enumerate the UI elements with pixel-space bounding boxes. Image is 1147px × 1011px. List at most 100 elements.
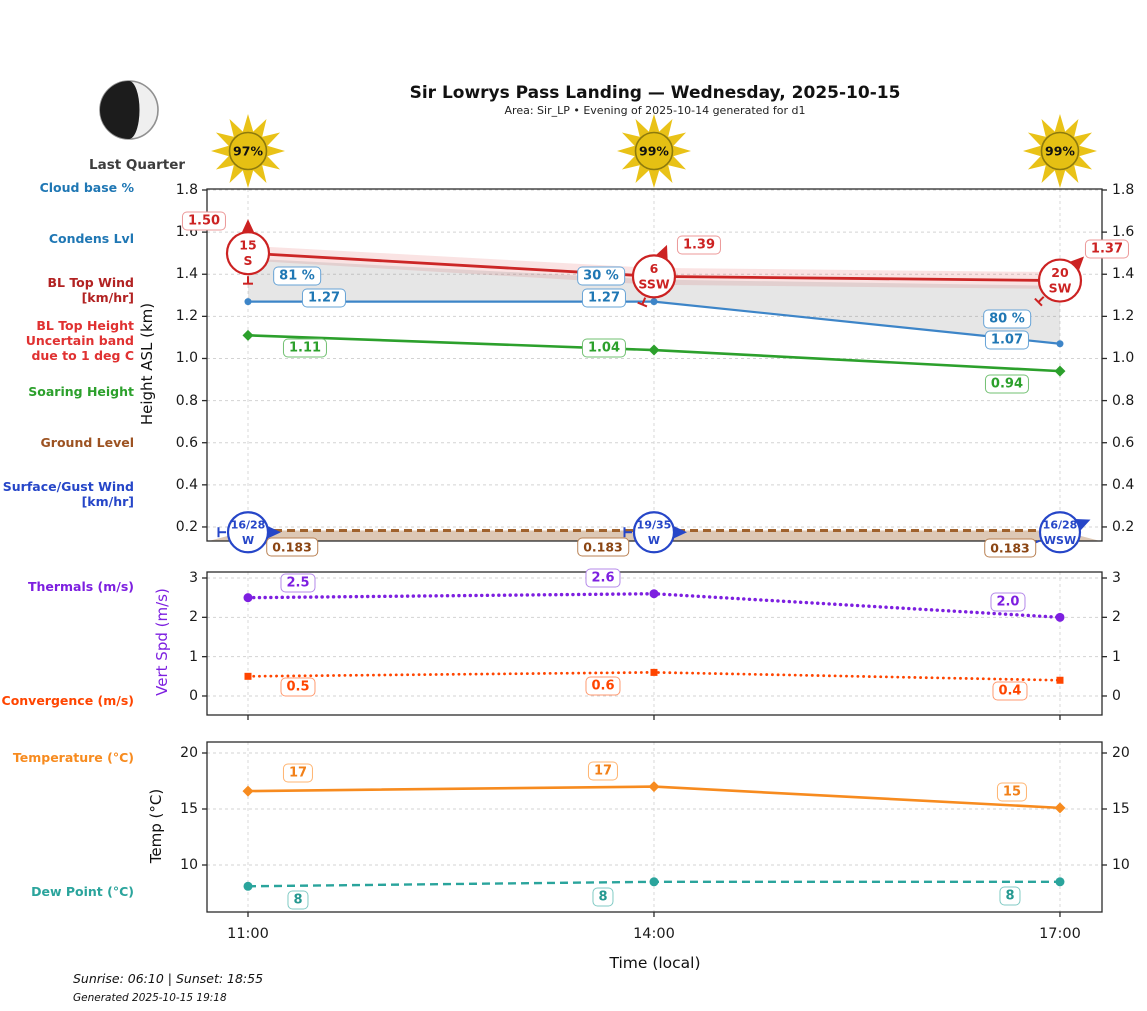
value-badge: 1.04 bbox=[581, 338, 627, 358]
value-badge: 1.11 bbox=[282, 338, 328, 358]
row-label-cloud-base-: Cloud base % bbox=[0, 180, 134, 195]
y-tick-label: 0.6 bbox=[1112, 434, 1135, 451]
y-tick-label: 0 bbox=[1112, 687, 1121, 704]
generated-text: Generated 2025-10-15 19:18 bbox=[73, 992, 227, 1004]
value-badge: 1.50 bbox=[181, 211, 227, 231]
value-badge: 0.5 bbox=[280, 677, 316, 697]
row-label-line: Uncertain band bbox=[25, 333, 134, 348]
value-badge: 17 bbox=[587, 761, 619, 781]
svg-text:16/28: 16/28 bbox=[231, 519, 266, 532]
row-label-ground-level: Ground Level bbox=[0, 435, 134, 450]
row-label-surface-gust-wind: Surface/Gust Wind [km/hr] bbox=[0, 479, 134, 509]
value-badge: 8 bbox=[287, 890, 309, 910]
value-badge: 1.27 bbox=[581, 288, 627, 308]
surface-wind-marker: 19/35 W bbox=[623, 511, 687, 554]
row-label-line: Surface/Gust Wind bbox=[2, 479, 134, 494]
y-tick-label: 0.2 bbox=[1112, 518, 1135, 535]
value-badge: 2.6 bbox=[585, 568, 621, 588]
svg-text:S: S bbox=[243, 253, 252, 268]
value-badge: 0.94 bbox=[984, 374, 1030, 394]
x-axis-title: Time (local) bbox=[609, 954, 701, 972]
y-tick-label: 10 bbox=[180, 857, 198, 873]
y-tick-label: 1.2 bbox=[175, 308, 198, 325]
row-label-line: Soaring Height bbox=[28, 384, 134, 399]
row-label-line: [km/hr] bbox=[81, 494, 134, 509]
value-badge: 0.6 bbox=[585, 676, 621, 696]
svg-text:19/35: 19/35 bbox=[637, 519, 672, 532]
row-label-soaring-height: Soaring Height bbox=[0, 384, 134, 399]
y-tick-label: 10 bbox=[1112, 857, 1130, 873]
series-convergence bbox=[244, 668, 1064, 684]
y-tick-label: 1 bbox=[189, 648, 198, 665]
y-tick-label: 0.8 bbox=[1112, 392, 1135, 409]
value-badge: 1.07 bbox=[984, 330, 1030, 350]
value-badge: 0.183 bbox=[266, 537, 318, 557]
row-label-line: Cloud base % bbox=[39, 180, 134, 195]
y-tick-label: 1.4 bbox=[1112, 266, 1135, 283]
sun-icon: 99% bbox=[1022, 114, 1097, 188]
series-thermals bbox=[243, 589, 1065, 622]
axes-temp bbox=[202, 741, 1107, 917]
moon-phase-label: Last Quarter bbox=[88, 157, 186, 173]
svg-text:20: 20 bbox=[1051, 265, 1069, 280]
row-label-line: Ground Level bbox=[40, 435, 134, 450]
value-badge: 8 bbox=[999, 886, 1021, 906]
row-label-line: Temperature (°C) bbox=[12, 750, 134, 765]
row-label-bl-top-height: BL Top Height Uncertain band due to 1 deg … bbox=[0, 318, 134, 363]
y-tick-label: 0.8 bbox=[175, 392, 198, 409]
y-tick-label: 1.0 bbox=[1112, 350, 1135, 367]
svg-text:97%: 97% bbox=[233, 144, 263, 159]
svg-text:99%: 99% bbox=[639, 144, 669, 159]
y-tick-label: 0 bbox=[189, 687, 198, 704]
svg-text:W: W bbox=[242, 534, 254, 547]
row-label-line: due to 1 deg C bbox=[31, 348, 134, 363]
grid-height bbox=[207, 189, 1102, 541]
value-badge: 2.5 bbox=[280, 573, 316, 593]
y-tick-label: 15 bbox=[180, 801, 198, 817]
y-axis-title-height: Height ASL (km) bbox=[138, 302, 156, 426]
svg-text:W: W bbox=[648, 534, 660, 547]
grid-temp bbox=[207, 742, 1102, 912]
value-badge: 81 % bbox=[273, 266, 321, 286]
value-badge: 17 bbox=[282, 763, 314, 783]
sunrise-sunset-text: Sunrise: 06:10 | Sunset: 18:55 bbox=[73, 971, 264, 986]
x-tick-label: 11:00 bbox=[227, 926, 269, 942]
row-label-line: Condens Lvl bbox=[48, 231, 134, 246]
value-badge: 30 % bbox=[577, 266, 625, 286]
y-tick-label: 1.4 bbox=[175, 266, 198, 283]
y-axis-title-temp: Temp (°C) bbox=[147, 788, 165, 864]
svg-text:WSW: WSW bbox=[1044, 534, 1076, 547]
series-dew-point bbox=[243, 877, 1065, 891]
surface-wind-marker: 16/28 WSW bbox=[1029, 511, 1091, 554]
page-title: Sir Lowrys Pass Landing — Wednesday, 202… bbox=[409, 83, 901, 103]
sun-icon: 97% bbox=[211, 114, 285, 188]
series-soaring-height bbox=[242, 329, 1066, 377]
value-badge: 1.37 bbox=[1084, 239, 1130, 259]
bl-wind-marker: 15S bbox=[225, 219, 271, 285]
grid-vertspd bbox=[207, 572, 1102, 715]
row-label-line: BL Top Height bbox=[36, 318, 134, 333]
row-label-temperature-c-: Temperature (°C) bbox=[0, 750, 134, 765]
y-tick-label: 1.8 bbox=[175, 182, 198, 198]
y-tick-label: 20 bbox=[1112, 745, 1130, 761]
surface-wind-marker: 16/28 W bbox=[217, 511, 281, 554]
y-tick-label: 15 bbox=[1112, 801, 1130, 817]
svg-text:6: 6 bbox=[650, 261, 659, 276]
value-badge: 0.4 bbox=[992, 681, 1028, 701]
value-badge: 1.27 bbox=[301, 288, 347, 308]
row-label-bl-top-wind: BL Top Wind [km/hr] bbox=[0, 275, 134, 305]
y-tick-label: 1.8 bbox=[1112, 182, 1135, 198]
row-label-line: Convergence (m/s) bbox=[1, 693, 134, 708]
svg-text:15: 15 bbox=[239, 238, 256, 253]
value-badge: 2.0 bbox=[990, 592, 1026, 612]
row-label-line: [km/hr] bbox=[81, 290, 134, 305]
y-tick-label: 1.0 bbox=[175, 350, 198, 367]
row-label-thermals-m-s-: Thermals (m/s) bbox=[0, 579, 134, 594]
value-badge: 1.39 bbox=[676, 235, 722, 255]
y-tick-label: 3 bbox=[189, 570, 198, 586]
value-badge: 15 bbox=[996, 782, 1028, 802]
y-tick-label: 20 bbox=[180, 745, 198, 761]
